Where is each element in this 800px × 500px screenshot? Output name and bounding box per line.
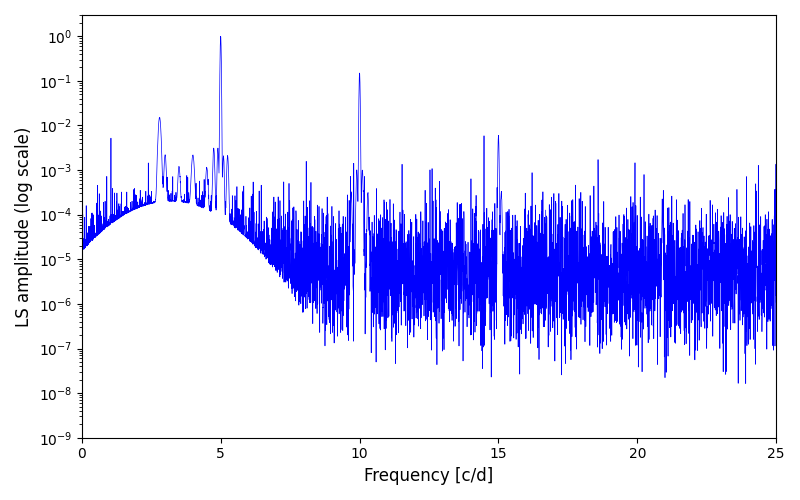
Y-axis label: LS amplitude (log scale): LS amplitude (log scale) xyxy=(15,126,33,326)
X-axis label: Frequency [c/d]: Frequency [c/d] xyxy=(364,467,494,485)
